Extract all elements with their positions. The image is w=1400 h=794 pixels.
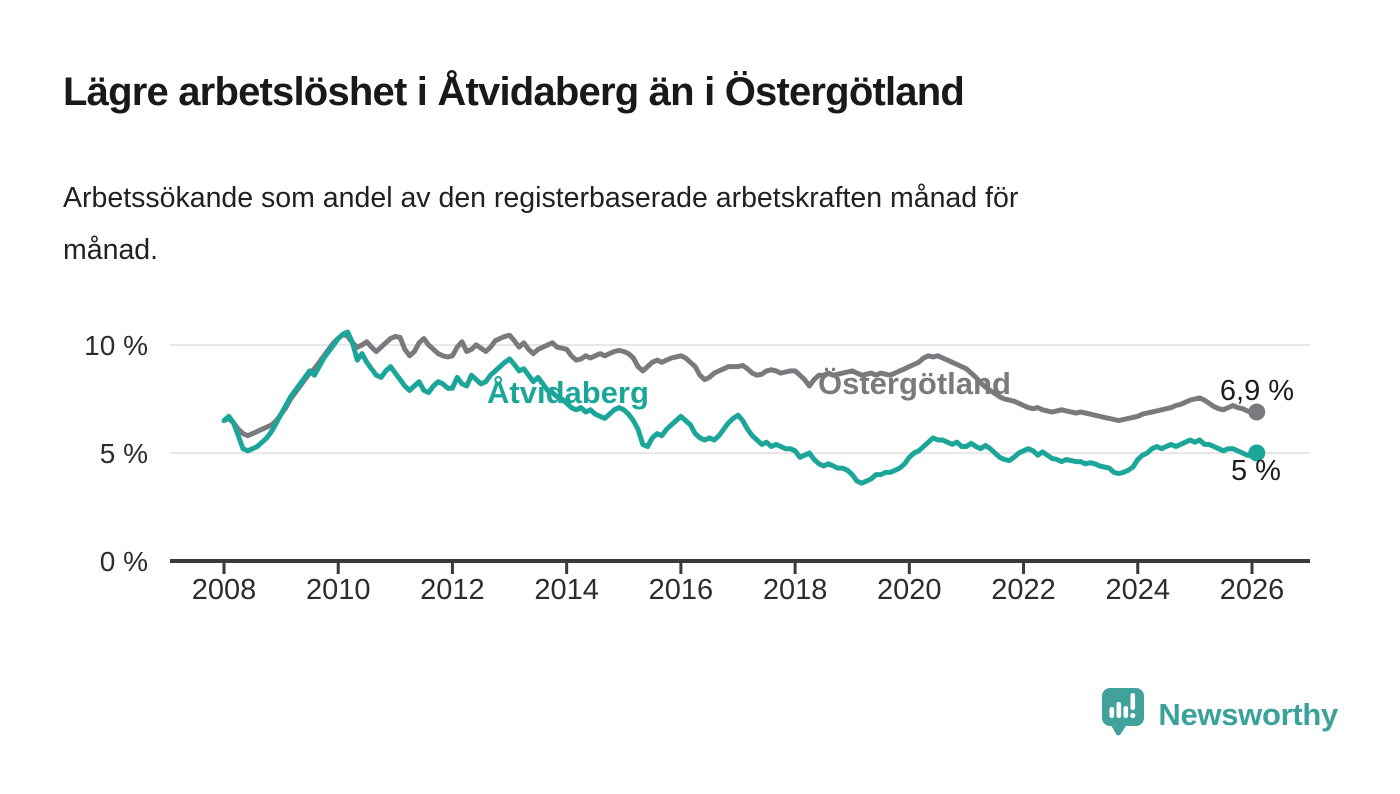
x-axis-tick-label: 2012	[420, 574, 485, 606]
series-label-atvidaberg: Åtvidaberg	[487, 375, 649, 410]
y-axis-tick-label: 10 %	[84, 330, 148, 361]
chart-subtitle: Arbetssökande som andel av den registerb…	[63, 182, 1019, 266]
series-end-value-label: 6,9 %	[1220, 375, 1294, 407]
series-end-dot	[1248, 403, 1266, 421]
x-axis-tick-label: 2022	[991, 574, 1056, 606]
branding: Newsworthy	[1101, 687, 1338, 742]
x-axis-tick-label: 2014	[534, 574, 599, 606]
series-line-ostergotland	[221, 331, 1260, 439]
x-axis-tick-label: 2024	[1106, 574, 1171, 606]
x-axis-tick-label: 2026	[1220, 574, 1285, 606]
y-axis-tick-label: 5 %	[100, 438, 148, 469]
series-line-atvidaberg	[221, 329, 1260, 486]
x-axis-tick-label: 2008	[192, 574, 257, 606]
x-axis-tick-label: 2018	[763, 574, 828, 606]
y-axis-tick-label: 0 %	[100, 546, 148, 577]
series-end-dot	[1248, 444, 1266, 462]
page-title: Lägre arbetslöshet i Åtvidaberg än i Öst…	[63, 70, 965, 114]
series-end-value-label: 5 %	[1231, 455, 1281, 487]
x-axis-tick-label: 2010	[306, 574, 371, 606]
brand-name: Newsworthy	[1158, 696, 1338, 732]
x-axis-tick-label: 2020	[877, 574, 942, 606]
bar-chart-speech-bubble-icon	[1101, 687, 1145, 742]
series-label-ostergotland: Östergötland	[818, 366, 1011, 401]
x-axis-tick-label: 2016	[649, 574, 714, 606]
